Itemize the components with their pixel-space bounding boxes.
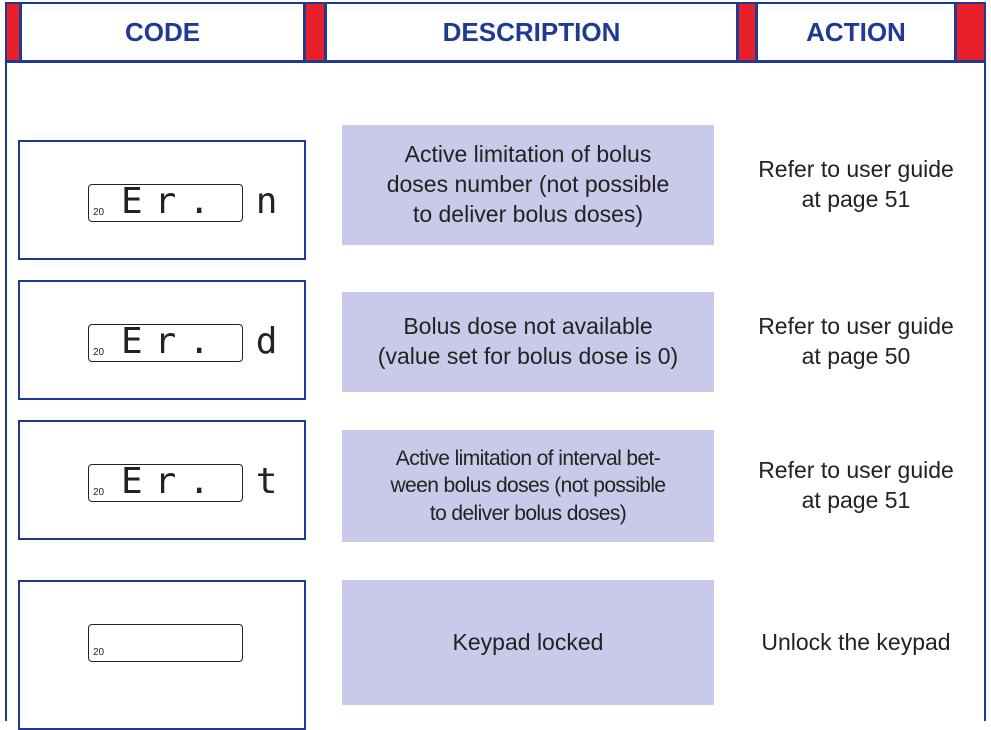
action-line: Refer to user guide (758, 156, 954, 183)
action-line: at page 51 (801, 186, 911, 212)
header-cell: CODE (20, 2, 305, 62)
action-line: Refer to user guide (758, 313, 954, 340)
code-box: 20 Er. t (18, 420, 306, 540)
lcd-code: Er. d (121, 321, 290, 362)
description: Keypad locked (342, 580, 714, 705)
lcd-display: 20 Er. d (88, 321, 277, 362)
lcd-code: Er. t (121, 461, 290, 502)
description-line: Keypad locked (452, 628, 604, 655)
lcd-display: 20 Er. t (88, 461, 277, 502)
lcd-small-digits: 20 (93, 647, 105, 658)
right-border (984, 60, 986, 721)
action-line: Unlock the keypad (761, 628, 951, 655)
description: Active limitation of bolus doses number (… (342, 125, 714, 245)
description-line: to deliver bolus doses) (429, 501, 627, 525)
lcd-small-digits: 20 (93, 207, 105, 218)
description-line: to deliver bolus doses) (412, 200, 644, 227)
description: Bolus dose not available (value set for b… (342, 292, 714, 392)
action-line: Refer to user guide (758, 457, 954, 484)
code-box: 20 Er. d (18, 280, 306, 400)
left-border (5, 60, 7, 721)
lcd-code: Er. n (121, 181, 290, 222)
header-cell: DESCRIPTION (325, 2, 738, 62)
description-line: Active limitation of interval bet- (395, 447, 661, 471)
code-box: 20 Er. n (18, 140, 306, 260)
header-accent (955, 2, 986, 62)
description-line: Active limitation of bolus (404, 141, 652, 168)
lcd-small-digits: 20 (93, 487, 105, 498)
header-accent (737, 2, 757, 62)
header-cell: ACTION (756, 2, 956, 62)
action-line: at page 51 (801, 487, 911, 513)
lcd-small-digits: 20 (93, 347, 105, 358)
description-line: (value set for bolus dose is 0) (377, 343, 679, 369)
action: Unlock the keypad (725, 580, 987, 705)
header-accent (5, 2, 21, 62)
code-box: 20 (18, 580, 306, 730)
action: Refer to user guide at page 51 (725, 125, 987, 245)
action: Refer to user guide at page 51 (725, 430, 987, 542)
lcd-display: 20 (88, 624, 243, 662)
lcd-display: 20 Er. n (88, 181, 277, 222)
action: Refer to user guide at page 50 (725, 292, 987, 392)
header-accent (304, 2, 326, 62)
description-line: Bolus dose not available (403, 313, 653, 340)
description-line: doses number (not possible (386, 171, 670, 198)
description-line: ween bolus doses (not possible (390, 474, 666, 498)
action-line: at page 50 (801, 343, 911, 369)
header-line (5, 61, 986, 63)
description: Active limitation of interval bet-ween b… (342, 430, 714, 542)
